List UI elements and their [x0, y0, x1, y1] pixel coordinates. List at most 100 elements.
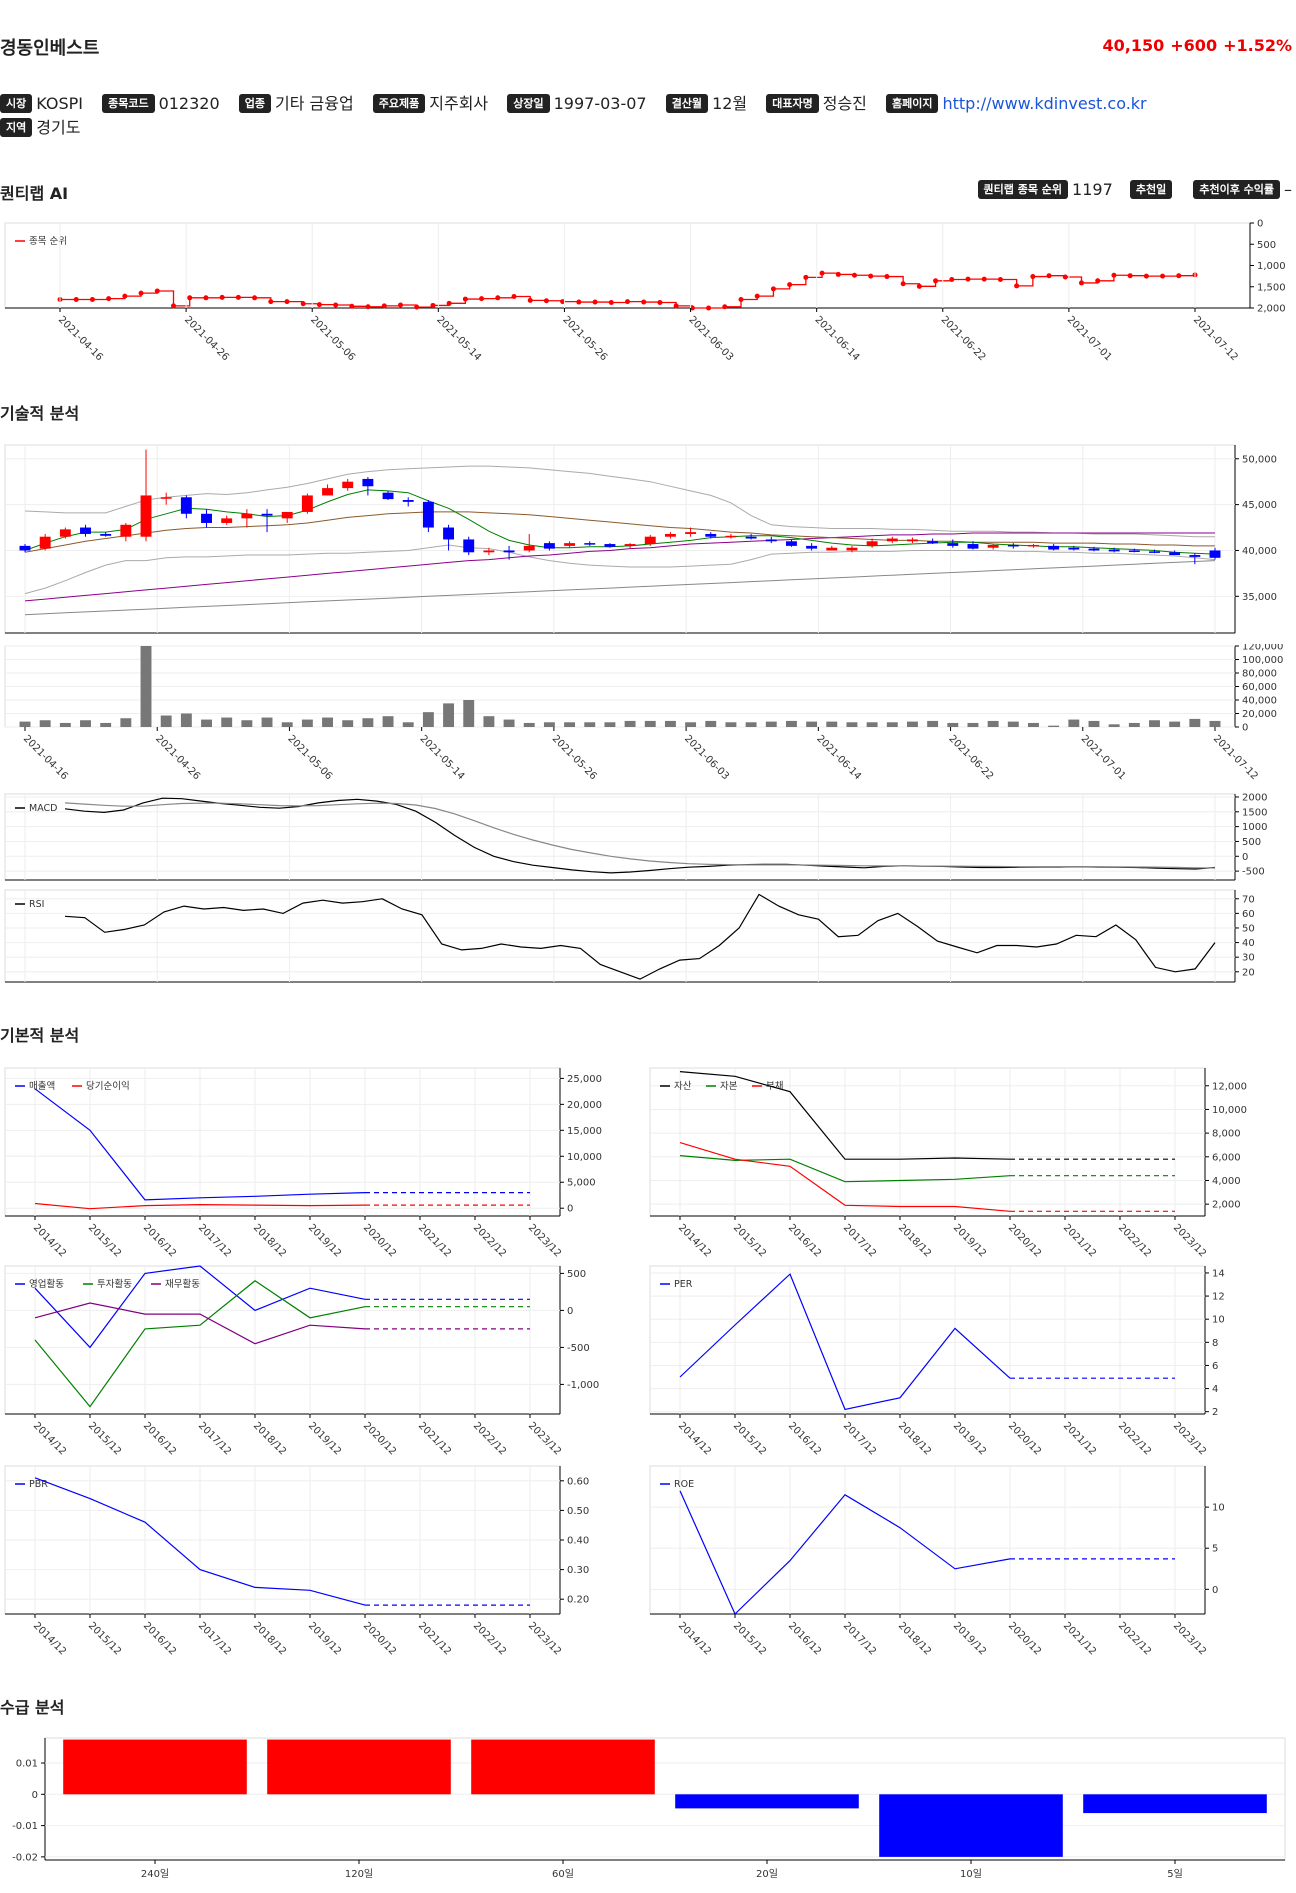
info-ceo: 대표자명 정승진: [766, 92, 867, 116]
legend-label: PBR: [29, 1479, 48, 1490]
candle-body: [362, 478, 374, 487]
volume-bar: [725, 722, 737, 727]
volume-bar: [745, 722, 757, 727]
x-tick-label: 2021/12: [1061, 1222, 1098, 1259]
y-tick-label: 0: [1257, 219, 1263, 230]
rank-point: [495, 295, 501, 301]
cashflow-series-line: [34, 1265, 366, 1349]
volume-bar: [281, 722, 293, 727]
y-tick-label: 0: [567, 1204, 573, 1215]
quant-rec-date: 추천일: [1129, 180, 1176, 199]
rank-point: [608, 299, 614, 305]
info-value: 1997-03-07: [553, 94, 647, 113]
candle-body: [624, 544, 636, 546]
y-tick-label: 500: [1242, 837, 1261, 848]
price-display: 40,150 +600 +1.52%: [1097, 36, 1292, 55]
rank-point: [203, 295, 209, 301]
supply-bar: [1083, 1794, 1267, 1814]
volume-bar: [886, 722, 898, 727]
rank-point: [787, 282, 793, 288]
y-tick-label: 4,000: [1212, 1176, 1241, 1187]
y-tick-label: 1500: [1242, 807, 1267, 818]
quant-summary: 퀀티랩 종목 순위 1197 추천일 추천이후 수익률 –: [977, 180, 1292, 199]
price-candlestick-chart: 35,000 40,000 45,000 50,000: [4, 444, 1277, 634]
x-tick-label: 2015/12: [731, 1420, 768, 1457]
candle-body: [967, 544, 979, 549]
x-tick-label: 2021-05-06: [308, 314, 357, 363]
bollinger-lower: [24, 544, 1216, 595]
volume-bar: [422, 712, 434, 727]
candle-body: [947, 543, 959, 546]
x-tick-label: 2020/12: [1006, 1420, 1043, 1457]
candle-body: [281, 511, 293, 519]
x-tick-label: 2021/12: [1061, 1420, 1098, 1457]
candle-body: [180, 497, 192, 514]
candle-body: [503, 550, 515, 553]
y-tick-label: 0.60: [567, 1476, 589, 1487]
volume-bar: [1189, 718, 1201, 727]
y-tick-label: -500: [567, 1343, 590, 1354]
rank-point: [770, 286, 776, 292]
company-name: 경동인베스트: [0, 38, 100, 59]
volume-bar: [523, 722, 535, 727]
y-tick-label: 2000: [1242, 792, 1267, 803]
y-tick-label: 0: [1242, 852, 1248, 863]
rank-point: [300, 301, 306, 307]
volume-bar: [140, 646, 152, 727]
y-tick-label: 2: [1212, 1407, 1218, 1418]
x-tick-label: 2017/12: [841, 1620, 878, 1657]
y-tick-label: 120,000: [1242, 644, 1283, 653]
macd-chart: -500 0 500 1000 1500 2000 MACD: [4, 792, 1267, 881]
price-change: +600: [1170, 36, 1218, 55]
y-tick-label: 10: [1212, 1315, 1225, 1326]
x-tick-label: 2021-06-22: [939, 314, 988, 363]
rank-point: [706, 305, 712, 311]
candle-body: [785, 541, 797, 546]
x-tick-label: 120일: [345, 1868, 373, 1880]
y-tick-label: 20,000: [1242, 709, 1277, 720]
rank-point: [592, 299, 598, 305]
candle-body: [1088, 548, 1100, 551]
rank-point: [1143, 273, 1149, 279]
rank-point: [997, 277, 1003, 283]
rank-point: [106, 296, 112, 302]
rank-point: [527, 297, 533, 303]
candle-body: [301, 495, 313, 512]
rank-point: [219, 294, 225, 300]
y-tick-label: -0.02: [12, 1852, 38, 1863]
rank-point: [900, 281, 906, 287]
volume-bar: [826, 721, 838, 727]
candle-body: [1149, 551, 1160, 553]
volume-bar: [301, 719, 313, 727]
pbr-series-line: [34, 1477, 366, 1606]
candle-body: [160, 497, 172, 499]
rank-point: [414, 304, 420, 310]
y-tick-label: 6: [1212, 1361, 1218, 1372]
current-price: 40,150: [1102, 36, 1165, 55]
volume-bar: [543, 722, 555, 727]
candle-body: [1048, 545, 1060, 550]
y-tick-label: 8,000: [1212, 1129, 1241, 1140]
info-value: 경기도: [36, 118, 81, 137]
volume-bar: [59, 722, 71, 727]
legend-label: 당기순이익: [86, 1080, 130, 1092]
candle-body: [1068, 547, 1080, 550]
volume-bar: [120, 718, 132, 727]
x-tick-label: 2021-05-14: [434, 314, 483, 363]
candle-body: [19, 545, 31, 551]
candle-body: [584, 543, 596, 545]
rank-point: [641, 299, 647, 305]
y-tick-label: 12: [1212, 1292, 1225, 1303]
rank-point: [138, 290, 144, 296]
y-tick-label: 0: [32, 1790, 38, 1801]
y-tick-label: 40,000: [1242, 546, 1277, 557]
y-tick-label: 10: [1212, 1503, 1225, 1514]
homepage-link[interactable]: http://www.kdinvest.co.kr: [942, 94, 1147, 113]
assets-chart: 2,000 4,000 6,000 8,000 10,000 12,000 자산 자본 부채 20…: [649, 1067, 1247, 1259]
plot-frame: [4, 889, 1236, 983]
rank-point: [1176, 273, 1182, 279]
rsi-chart: 20 30 40 50 60 70 RSI: [4, 889, 1255, 983]
y-tick-label: 40: [1242, 938, 1255, 949]
volume-bar: [1088, 720, 1100, 727]
